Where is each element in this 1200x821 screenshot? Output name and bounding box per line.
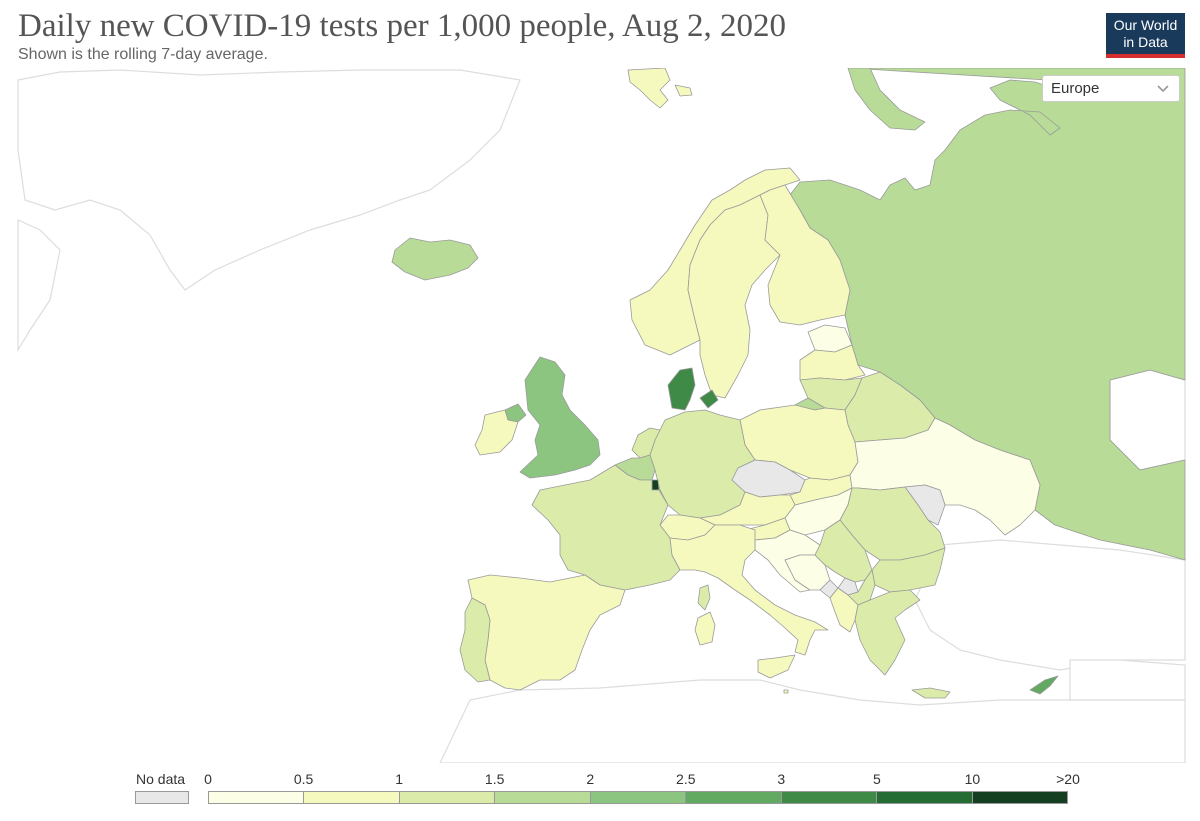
country-greece[interactable] <box>854 589 921 676</box>
region-selector[interactable]: Europe <box>1042 75 1180 102</box>
legend-bin-5[interactable] <box>686 792 782 803</box>
canada-outline <box>17 219 61 353</box>
legend-bin-8[interactable] <box>972 792 1067 803</box>
country-malta[interactable] <box>783 689 789 694</box>
country-united-kingdom[interactable] <box>519 356 601 479</box>
country-ireland[interactable] <box>474 409 519 456</box>
country-sardinia[interactable] <box>694 611 716 646</box>
europe-map <box>17 68 1186 763</box>
legend-tick-label: 2 <box>586 771 595 787</box>
logo-line-2: in Data <box>1123 34 1168 50</box>
greenland-outline <box>17 69 521 291</box>
country-italy[interactable] <box>669 524 829 656</box>
legend-tick-label: 5 <box>872 771 881 787</box>
legend-bin-7[interactable] <box>877 792 973 803</box>
legend-bin-6[interactable] <box>781 792 878 803</box>
legend-no-data-swatch[interactable] <box>135 791 189 804</box>
country-svalbard-small[interactable] <box>674 84 693 97</box>
chart-subtitle: Shown is the rolling 7-day average. <box>18 46 268 63</box>
legend-tick-label: 1.5 <box>484 771 505 787</box>
middle-east-outline <box>1069 659 1186 701</box>
country-luxembourg[interactable] <box>651 479 660 491</box>
chart-title: Daily new COVID-19 tests per 1,000 peopl… <box>18 8 787 44</box>
country-denmark[interactable] <box>667 367 696 411</box>
legend-tick-label: >20 <box>1056 771 1080 787</box>
country-portugal[interactable] <box>459 597 491 683</box>
background-land <box>17 69 1186 763</box>
legend-no-data-label: No data <box>136 771 186 787</box>
country-novaya-zemlya[interactable] <box>847 68 926 131</box>
country-spain[interactable] <box>467 574 626 691</box>
country-svalbard[interactable] <box>627 68 671 109</box>
legend-tick-label: 2.5 <box>676 771 696 787</box>
legend-bins <box>208 791 1068 804</box>
legend-bin-0[interactable] <box>209 792 305 803</box>
legend-bin-2[interactable] <box>399 792 496 803</box>
country-cyprus[interactable] <box>1029 675 1059 695</box>
region-selector-value: Europe <box>1051 80 1100 97</box>
chevron-down-icon <box>1157 85 1169 93</box>
legend-tick-label: 0.5 <box>293 771 314 787</box>
legend: No data 0 0.5 1 1.5 2 2.5 3 5 10 >20 <box>0 765 1200 815</box>
country-iceland[interactable] <box>391 237 479 281</box>
legend-bin-3[interactable] <box>495 792 591 803</box>
country-crete[interactable] <box>911 687 951 699</box>
country-corsica[interactable] <box>697 584 711 611</box>
legend-tick-label: 3 <box>777 771 786 787</box>
legend-bin-4[interactable] <box>590 792 687 803</box>
legend-tick-label: 1 <box>395 771 404 787</box>
legend-tick-label: 0 <box>204 771 212 787</box>
logo-line-1: Our World <box>1113 17 1178 33</box>
countries-layer <box>391 68 1186 699</box>
owid-logo[interactable]: Our World in Data <box>1106 13 1185 58</box>
legend-tick-label: 10 <box>964 771 981 787</box>
legend-bin-1[interactable] <box>304 792 400 803</box>
country-sicily[interactable] <box>757 654 796 679</box>
country-denmark-zealand[interactable] <box>699 389 719 409</box>
country-finland[interactable] <box>759 184 851 326</box>
turkey-outline <box>914 539 1186 671</box>
